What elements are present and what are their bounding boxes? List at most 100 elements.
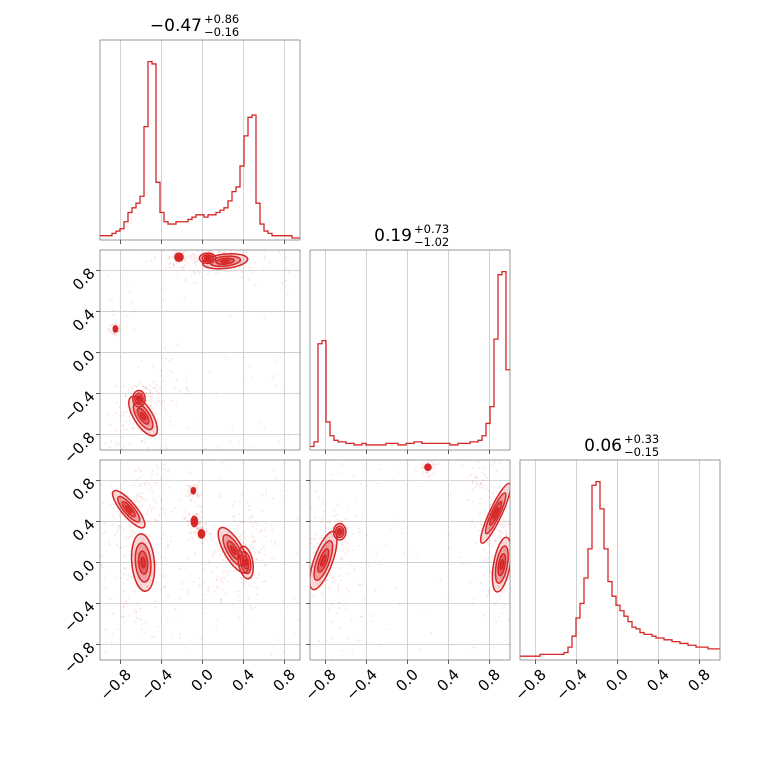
- sample-point: [196, 492, 200, 495]
- sample-point: [260, 528, 263, 532]
- sample-point: [117, 330, 121, 333]
- sample-point: [480, 482, 483, 485]
- sample-point: [422, 475, 425, 478]
- sample-point: [131, 390, 134, 394]
- sample-point: [179, 390, 182, 393]
- sample-point: [134, 384, 137, 387]
- sample-point: [150, 473, 153, 477]
- sample-point: [250, 535, 253, 538]
- sample-point: [345, 586, 348, 589]
- sample-point: [376, 482, 379, 485]
- sample-point: [341, 463, 344, 466]
- sample-point: [209, 532, 213, 535]
- sample-point: [193, 500, 197, 504]
- sample-point: [325, 579, 328, 582]
- sample-point: [238, 590, 241, 593]
- sample-point: [251, 540, 255, 543]
- sample-point: [218, 496, 221, 499]
- sample-point: [275, 477, 278, 480]
- sample-point: [139, 495, 142, 498]
- sample-point: [215, 396, 218, 399]
- sample-point: [233, 268, 236, 271]
- sample-point: [110, 484, 113, 487]
- sample-point: [470, 563, 473, 566]
- sample-point: [117, 405, 121, 408]
- sample-point: [465, 410, 467, 412]
- sample-point: [207, 587, 210, 591]
- sample-point: [123, 610, 126, 613]
- sample-point: [121, 435, 124, 439]
- sample-point: [192, 580, 195, 584]
- sample-point: [190, 257, 193, 261]
- sample-point: [255, 576, 258, 579]
- y-tick-label: 0.8: [69, 264, 99, 294]
- sample-point: [173, 265, 176, 268]
- sample-point: [524, 545, 526, 547]
- density-panel-frame: [309, 459, 511, 661]
- sample-point: [357, 583, 361, 586]
- param-error-plus: +0.73: [414, 222, 449, 236]
- sample-point: [160, 498, 163, 501]
- sample-point: [482, 483, 485, 486]
- sample-point: [294, 522, 296, 524]
- sample-point: [250, 607, 253, 610]
- sample-point: [332, 508, 335, 512]
- sample-point: [193, 256, 196, 259]
- sample-point: [195, 485, 198, 488]
- sample-point: [222, 570, 225, 573]
- sample-point: [101, 501, 104, 504]
- sample-point: [197, 526, 200, 529]
- sample-point: [155, 384, 158, 387]
- sample-point: [295, 494, 297, 496]
- sample-point: [264, 563, 267, 567]
- sample-point: [118, 722, 120, 724]
- sample-point: [356, 639, 360, 642]
- sample-point: [503, 524, 506, 527]
- sample-point: [117, 528, 120, 531]
- sample-point: [507, 618, 510, 621]
- sample-point: [111, 632, 114, 635]
- sample-point: [498, 534, 501, 537]
- sample-point: [154, 518, 157, 521]
- sample-point: [158, 428, 162, 431]
- sample-point: [339, 520, 342, 524]
- sample-point: [207, 561, 210, 564]
- sample-point: [246, 501, 249, 504]
- sample-point: [195, 281, 198, 284]
- sample-point: [254, 558, 258, 561]
- sample-point: [285, 267, 288, 270]
- sample-point: [153, 600, 157, 603]
- sample-point: [497, 530, 500, 533]
- sample-point: [224, 591, 228, 595]
- sample-point: [220, 601, 223, 604]
- sample-point: [494, 601, 497, 604]
- sample-point: [297, 517, 300, 520]
- sample-point: [115, 444, 118, 448]
- sample-point: [321, 592, 324, 595]
- sample-point: [248, 504, 251, 507]
- sample-point: [426, 461, 429, 464]
- sample-point: [297, 619, 300, 622]
- sample-point: [375, 551, 378, 554]
- sample-point: [118, 327, 121, 330]
- density-contour: [426, 465, 430, 469]
- sample-point: [342, 603, 345, 606]
- sample-point: [314, 537, 317, 540]
- sample-point: [174, 245, 176, 247]
- sample-point: [171, 357, 174, 361]
- sample-point: [143, 483, 147, 486]
- sample-point: [329, 532, 333, 536]
- sample-point: [347, 590, 351, 593]
- sample-point: [156, 473, 159, 476]
- sample-point: [149, 506, 152, 509]
- sample-point: [503, 548, 506, 551]
- sample-point: [431, 463, 435, 466]
- sample-point: [195, 527, 198, 531]
- sample-point: [324, 545, 327, 549]
- sample-point: [287, 504, 289, 506]
- sample-point: [464, 457, 466, 459]
- sample-point: [131, 427, 134, 430]
- sample-point: [208, 371, 211, 374]
- sample-point: [180, 617, 183, 620]
